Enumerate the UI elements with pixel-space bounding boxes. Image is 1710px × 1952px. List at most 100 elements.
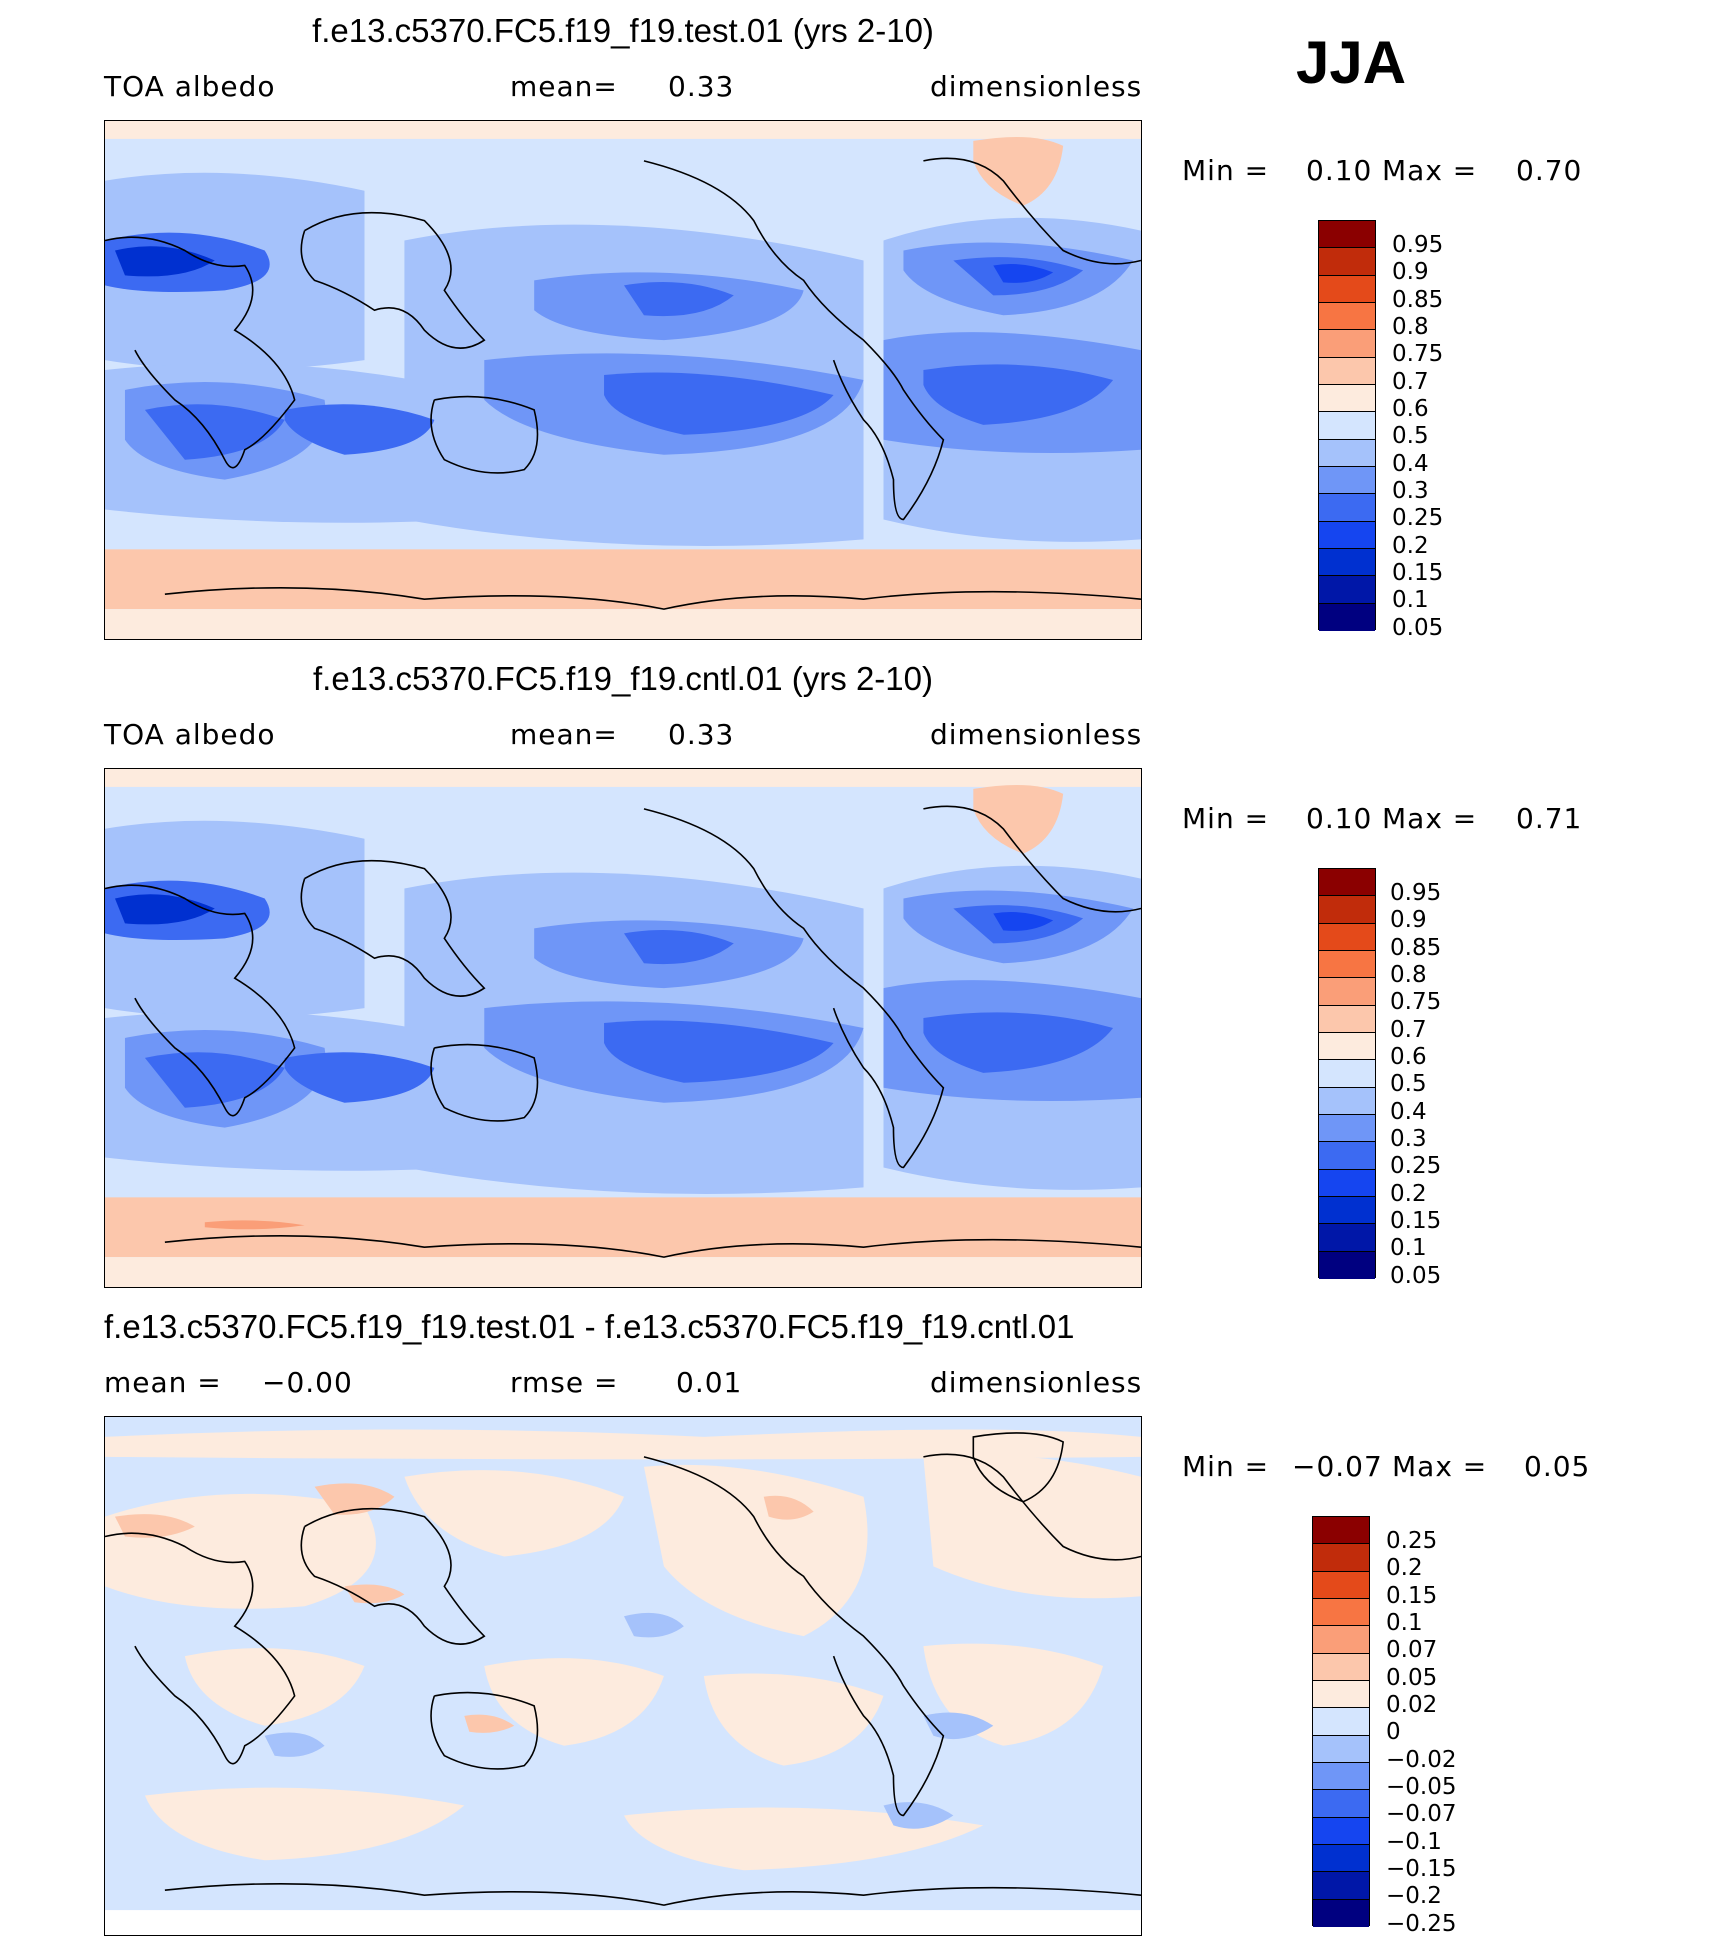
panel2-colorbar-tick-label: 0.85 bbox=[1390, 934, 1442, 961]
panel1-colorbar-tick-label: 0.95 bbox=[1392, 232, 1444, 258]
panel2-colorbar-tick-label: 0.9 bbox=[1390, 907, 1427, 934]
panel3-colorbar-cell bbox=[1313, 1817, 1369, 1845]
panel1-colorbar-cell bbox=[1319, 357, 1375, 385]
panel2-colorbar-cell bbox=[1319, 1114, 1375, 1143]
panel3-colorbar-cell bbox=[1313, 1680, 1369, 1709]
panel3-min-label: Min = bbox=[1182, 1450, 1270, 1483]
panel2-colorbar-tick-label: 0.3 bbox=[1390, 1126, 1427, 1152]
panel2-map bbox=[104, 768, 1142, 1288]
panel1-colorbar-cell bbox=[1319, 302, 1375, 331]
panel3-colorbar-cell bbox=[1313, 1517, 1369, 1545]
panel1-min-value: 0.10 bbox=[1306, 154, 1373, 187]
panel3-colorbar-cell bbox=[1313, 1844, 1369, 1873]
panel3-colorbar-tick-label: −0.1 bbox=[1386, 1828, 1442, 1855]
panel2-mean-value: 0.33 bbox=[668, 718, 735, 751]
panel3-colorbar-tick-label: −0.15 bbox=[1386, 1856, 1457, 1882]
panel3-colorbar-tick-label: 0 bbox=[1386, 1719, 1401, 1746]
panel1-colorbar-tick-label: 0.8 bbox=[1392, 314, 1429, 340]
panel1-colorbar-tick-label: 0.6 bbox=[1392, 396, 1429, 422]
panel3-colorbar-cell bbox=[1313, 1899, 1369, 1927]
panel3-colorbar-cell bbox=[1313, 1653, 1369, 1681]
panel3-colorbar bbox=[1312, 1516, 1370, 1927]
panel3-colorbar-tick-label: 0.05 bbox=[1386, 1664, 1438, 1691]
panel1-colorbar-cell bbox=[1319, 221, 1375, 249]
panel1-colorbar-tick-label: 0.4 bbox=[1392, 450, 1429, 477]
panel2-colorbar-cell bbox=[1319, 1169, 1375, 1197]
panel2-colorbar-cell bbox=[1319, 1142, 1375, 1170]
panel2-mean-label: mean= bbox=[510, 718, 618, 751]
panel1-colorbar-cell bbox=[1319, 275, 1375, 303]
panel1-colorbar-tick-label: 0.7 bbox=[1392, 368, 1429, 395]
panel2-colorbar-cell bbox=[1319, 1224, 1375, 1252]
panel2-colorbar-cell bbox=[1319, 896, 1375, 924]
panel3-colorbar-tick-label: 0.07 bbox=[1386, 1637, 1438, 1664]
panel3-colorbar-tick-label: 0.2 bbox=[1386, 1555, 1423, 1582]
panel3-colorbar-cell bbox=[1313, 1598, 1369, 1627]
panel1-colorbar-cell bbox=[1319, 576, 1375, 604]
panel1-min-label: Min = bbox=[1182, 154, 1270, 187]
panel2-colorbar-cell bbox=[1319, 1196, 1375, 1225]
panel1-max-value: 0.70 bbox=[1516, 154, 1583, 187]
panel2-colorbar-cell bbox=[1319, 869, 1375, 897]
panel2-max-label: Max = bbox=[1382, 802, 1478, 835]
panel3-colorbar-cell bbox=[1313, 1735, 1369, 1763]
panel1-title: f.e13.c5370.FC5.f19_f19.test.01 (yrs 2-1… bbox=[312, 12, 934, 49]
panel1-mean-label: mean= bbox=[510, 70, 618, 103]
panel3-mean-value: −0.00 bbox=[262, 1366, 353, 1399]
panel2-colorbar-cell bbox=[1319, 1005, 1375, 1033]
panel3-rmse-value: 0.01 bbox=[676, 1366, 743, 1399]
panel3-colorbar-tick-label: 0.15 bbox=[1386, 1582, 1438, 1609]
panel2-colorbar-cell bbox=[1319, 1251, 1375, 1279]
panel2-colorbar bbox=[1318, 868, 1376, 1279]
panel2-colorbar-cell bbox=[1319, 978, 1375, 1006]
panel2-max-value: 0.71 bbox=[1516, 802, 1583, 835]
panel1-colorbar-cell bbox=[1319, 330, 1375, 358]
panel2-units: dimensionless bbox=[930, 718, 1143, 751]
panel2-colorbar-cell bbox=[1319, 923, 1375, 951]
panel2-colorbar-tick-label: 0.75 bbox=[1390, 989, 1442, 1016]
season-label: JJA bbox=[1296, 29, 1407, 96]
panel3-colorbar-cell bbox=[1313, 1762, 1369, 1791]
panel1-colorbar-tick-label: 0.75 bbox=[1392, 341, 1444, 368]
panel3-colorbar-tick-label: 0.1 bbox=[1386, 1610, 1423, 1636]
panel3-max-value: 0.05 bbox=[1524, 1450, 1591, 1483]
panel3-units: dimensionless bbox=[930, 1366, 1143, 1399]
panel1-colorbar bbox=[1318, 220, 1376, 631]
panel3-title: f.e13.c5370.FC5.f19_f19.test.01 - f.e13.… bbox=[104, 1308, 1075, 1345]
panel2-colorbar-cell bbox=[1319, 1060, 1375, 1088]
panel1-colorbar-tick-label: 0.1 bbox=[1392, 587, 1429, 614]
panel3-rmse-label: rmse = bbox=[510, 1366, 619, 1399]
panel2-colorbar-cell bbox=[1319, 1032, 1375, 1061]
panel1-variable-label: TOA albedo bbox=[104, 70, 276, 103]
panel1-colorbar-tick-label: 0.05 bbox=[1392, 614, 1444, 641]
panel1-colorbar-cell bbox=[1319, 603, 1375, 631]
panel2-min-value: 0.10 bbox=[1306, 802, 1373, 835]
panel3-colorbar-tick-label: −0.2 bbox=[1386, 1883, 1442, 1910]
panel3-colorbar-cell bbox=[1313, 1790, 1369, 1818]
panel1-colorbar-cell bbox=[1319, 384, 1375, 413]
panel2-colorbar-tick-label: 0.95 bbox=[1390, 880, 1442, 906]
panel2-colorbar-cell bbox=[1319, 1087, 1375, 1115]
panel1-colorbar-tick-label: 0.5 bbox=[1392, 423, 1429, 450]
panel1-colorbar-cell bbox=[1319, 412, 1375, 440]
panel2-min-label: Min = bbox=[1182, 802, 1270, 835]
panel3-max-label: Max = bbox=[1392, 1450, 1488, 1483]
panel1-map bbox=[104, 120, 1142, 640]
panel2-colorbar-tick-label: 0.6 bbox=[1390, 1044, 1427, 1070]
panel2-colorbar-tick-label: 0.7 bbox=[1390, 1016, 1427, 1043]
panel1-colorbar-cell bbox=[1319, 494, 1375, 522]
panel2-title: f.e13.c5370.FC5.f19_f19.cntl.01 (yrs 2-1… bbox=[312, 660, 933, 697]
panel1-map-svg bbox=[105, 121, 1141, 639]
panel2-colorbar-tick-label: 0.2 bbox=[1390, 1180, 1427, 1207]
panel3-colorbar-cell bbox=[1313, 1571, 1369, 1599]
panel1-colorbar-cell bbox=[1319, 548, 1375, 577]
panel3-colorbar-cell bbox=[1313, 1708, 1369, 1736]
panel3-colorbar-tick-label: −0.05 bbox=[1386, 1774, 1457, 1800]
panel1-colorbar-cell bbox=[1319, 521, 1375, 549]
panel3-colorbar-tick-label: −0.25 bbox=[1386, 1910, 1457, 1937]
panel3-colorbar-tick-label: −0.02 bbox=[1386, 1746, 1457, 1773]
panel3-map-svg bbox=[105, 1417, 1141, 1935]
panel1-units: dimensionless bbox=[930, 70, 1143, 103]
panel1-colorbar-tick-label: 0.25 bbox=[1392, 505, 1444, 532]
panel2-colorbar-tick-label: 0.8 bbox=[1390, 962, 1427, 988]
